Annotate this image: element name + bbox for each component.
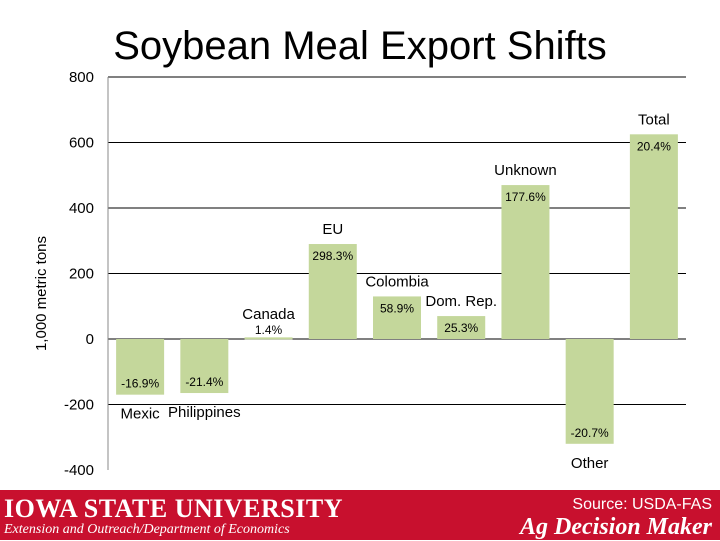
category-label: Colombia	[365, 273, 429, 290]
data-label: 298.3%	[312, 249, 353, 263]
y-tick-label: -400	[64, 462, 94, 479]
data-label: -20.7%	[571, 426, 609, 440]
data-label: 25.3%	[444, 321, 478, 335]
data-label: 177.6%	[505, 190, 546, 204]
data-label: 1.4%	[255, 323, 283, 337]
bar-chart: -400 -200 0 200 400 600 800 1,000 metric tons -1…	[33, 69, 686, 479]
data-label: 58.9%	[380, 301, 414, 315]
bar-canada	[244, 337, 293, 340]
category-label: Unknown	[494, 162, 557, 179]
category-label: EU	[322, 221, 343, 238]
university-logo-text: IOWA STATE UNIVERSITY	[4, 494, 343, 523]
y-tick-label: 800	[69, 69, 94, 86]
y-tick-label: 400	[69, 200, 94, 217]
chart-title: Soybean Meal Export Shifts	[113, 24, 607, 68]
y-tick-label: 600	[69, 135, 94, 152]
bar-unknown	[501, 185, 550, 339]
bar-dom-rep-	[437, 316, 486, 339]
category-label: Total	[638, 111, 670, 128]
y-axis-label: 1,000 metric tons	[33, 236, 50, 351]
bar-philippines	[180, 339, 229, 394]
data-label: 20.4%	[637, 139, 671, 153]
bar-total	[629, 134, 678, 339]
category-label: Canada	[242, 306, 295, 323]
footer-bar	[0, 490, 720, 540]
bar-mexico	[116, 339, 165, 395]
department-text: Extension and Outreach/Department of Eco…	[4, 522, 290, 537]
bar-eu	[308, 244, 357, 339]
data-label: -16.9%	[121, 377, 159, 391]
data-label: -21.4%	[185, 375, 223, 389]
y-tick-label: -200	[64, 397, 94, 414]
category-label: Philippines	[168, 404, 241, 421]
bar-colombia	[373, 296, 421, 339]
category-label: Dom. Rep.	[425, 293, 497, 310]
category-label: Mexic	[121, 406, 161, 423]
y-tick-label: 200	[69, 266, 94, 283]
category-label: Other	[571, 455, 609, 472]
brand-logo-text: Ag Decision Maker	[520, 514, 712, 540]
source-text: Source: USDA-FAS	[572, 496, 712, 513]
y-tick-label: 0	[86, 331, 94, 348]
bar-other	[565, 339, 614, 444]
